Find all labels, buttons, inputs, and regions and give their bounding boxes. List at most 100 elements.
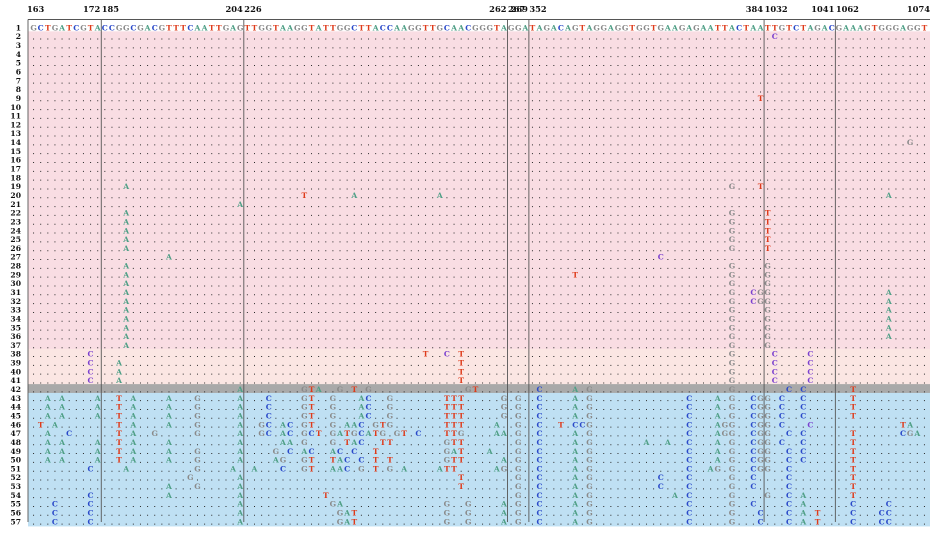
variant-base: T	[815, 517, 821, 526]
variant-base: A	[571, 491, 578, 500]
variant-base: A	[714, 403, 721, 412]
variant-base: C	[886, 517, 892, 526]
variant-base: C	[886, 500, 892, 509]
variant-base: T	[351, 385, 357, 394]
reference-base: A	[315, 23, 322, 32]
variant-base: C	[52, 509, 58, 518]
variant-base: A	[122, 341, 129, 350]
variant-base: C	[537, 464, 543, 473]
variant-base: T	[850, 482, 856, 491]
variant-base: T	[458, 438, 464, 447]
row-labels: 1234567891011121314151617181920212223242…	[10, 23, 21, 526]
variant-base: G	[501, 464, 508, 473]
variant-base: C	[807, 359, 813, 368]
variant-base: G	[515, 482, 522, 491]
variant-base: A	[122, 226, 129, 235]
variant-base: C	[686, 473, 692, 482]
reference-row-band	[28, 22, 930, 33]
variant-base: A	[343, 517, 350, 526]
reference-base: G	[294, 23, 301, 32]
variant-base: T	[458, 456, 464, 465]
variant-base: G	[194, 482, 201, 491]
variant-base: G	[729, 411, 736, 420]
variant-base: C	[537, 491, 543, 500]
row-label: 37	[10, 341, 21, 350]
variant-base: T	[458, 394, 464, 403]
variant-base: G	[387, 420, 394, 429]
variant-base: G	[729, 209, 736, 218]
variant-base: C	[750, 464, 756, 473]
variant-base: G	[586, 491, 593, 500]
variant-base: A	[343, 420, 350, 429]
variant-base: T	[765, 244, 771, 253]
variant-base: G	[301, 438, 308, 447]
variant-base: A	[44, 447, 51, 456]
reference-base: T	[430, 23, 436, 32]
variant-base: C	[88, 464, 94, 473]
variant-base: T	[458, 411, 464, 420]
row-label: 11	[10, 112, 21, 121]
variant-base: T	[116, 403, 122, 412]
variant-base: A	[436, 464, 443, 473]
reference-base: T	[309, 23, 315, 32]
variant-base: C	[537, 500, 543, 509]
variant-base: T	[116, 447, 122, 456]
variant-base: A	[336, 429, 343, 438]
position-label: 163	[27, 4, 45, 14]
variant-base: A	[236, 456, 243, 465]
variant-base: G	[337, 509, 344, 518]
variant-base: T	[458, 376, 464, 385]
variant-base: G	[764, 297, 771, 306]
variant-base: T	[572, 270, 578, 279]
variant-base: T	[316, 429, 322, 438]
variant-base: G	[764, 306, 771, 315]
reference-base: A	[749, 23, 756, 32]
reference-base: T	[772, 23, 778, 32]
variant-base: C	[686, 403, 692, 412]
variant-base: C	[686, 447, 692, 456]
variant-base: C	[537, 473, 543, 482]
variant-base: A	[236, 385, 243, 394]
variant-base: A	[315, 385, 322, 394]
variant-base: G	[757, 288, 764, 297]
variant-base: A	[714, 411, 721, 420]
variant-base: C	[686, 411, 692, 420]
variant-base: C	[750, 456, 756, 465]
reference-base: T	[273, 23, 279, 32]
variant-base: G	[764, 323, 771, 332]
row-label: 39	[10, 359, 21, 368]
variant-base: G	[194, 411, 201, 420]
variant-base: A	[165, 403, 172, 412]
variant-base: T	[309, 403, 315, 412]
variant-base: T	[451, 411, 457, 420]
row-label: 36	[10, 332, 21, 341]
variant-base: G	[258, 429, 265, 438]
variant-base: C	[280, 464, 286, 473]
row-label: 31	[10, 288, 21, 297]
variant-base: G	[757, 394, 764, 403]
row-label: 40	[10, 367, 21, 376]
variant-base: G	[586, 411, 593, 420]
variant-base: C	[351, 447, 357, 456]
row-label: 54	[10, 491, 21, 500]
reference-base: A	[400, 23, 407, 32]
variant-base: A	[236, 473, 243, 482]
variant-base: C	[686, 429, 692, 438]
variant-base: T	[116, 429, 122, 438]
variant-base: A	[115, 359, 122, 368]
reference-base: G	[408, 23, 415, 32]
variant-base: G	[380, 429, 387, 438]
variant-base: A	[44, 438, 51, 447]
reference-base: T	[359, 23, 365, 32]
variant-base: G	[515, 491, 522, 500]
variant-base: A	[122, 464, 129, 473]
row-label: 7	[16, 76, 21, 85]
reference-base: G	[437, 23, 444, 32]
reference-base: T	[173, 23, 179, 32]
variant-base: T	[850, 411, 856, 420]
row-label: 46	[10, 420, 21, 429]
variant-base: C	[52, 500, 58, 509]
variant-base: T	[458, 482, 464, 491]
variant-base: C	[786, 473, 792, 482]
